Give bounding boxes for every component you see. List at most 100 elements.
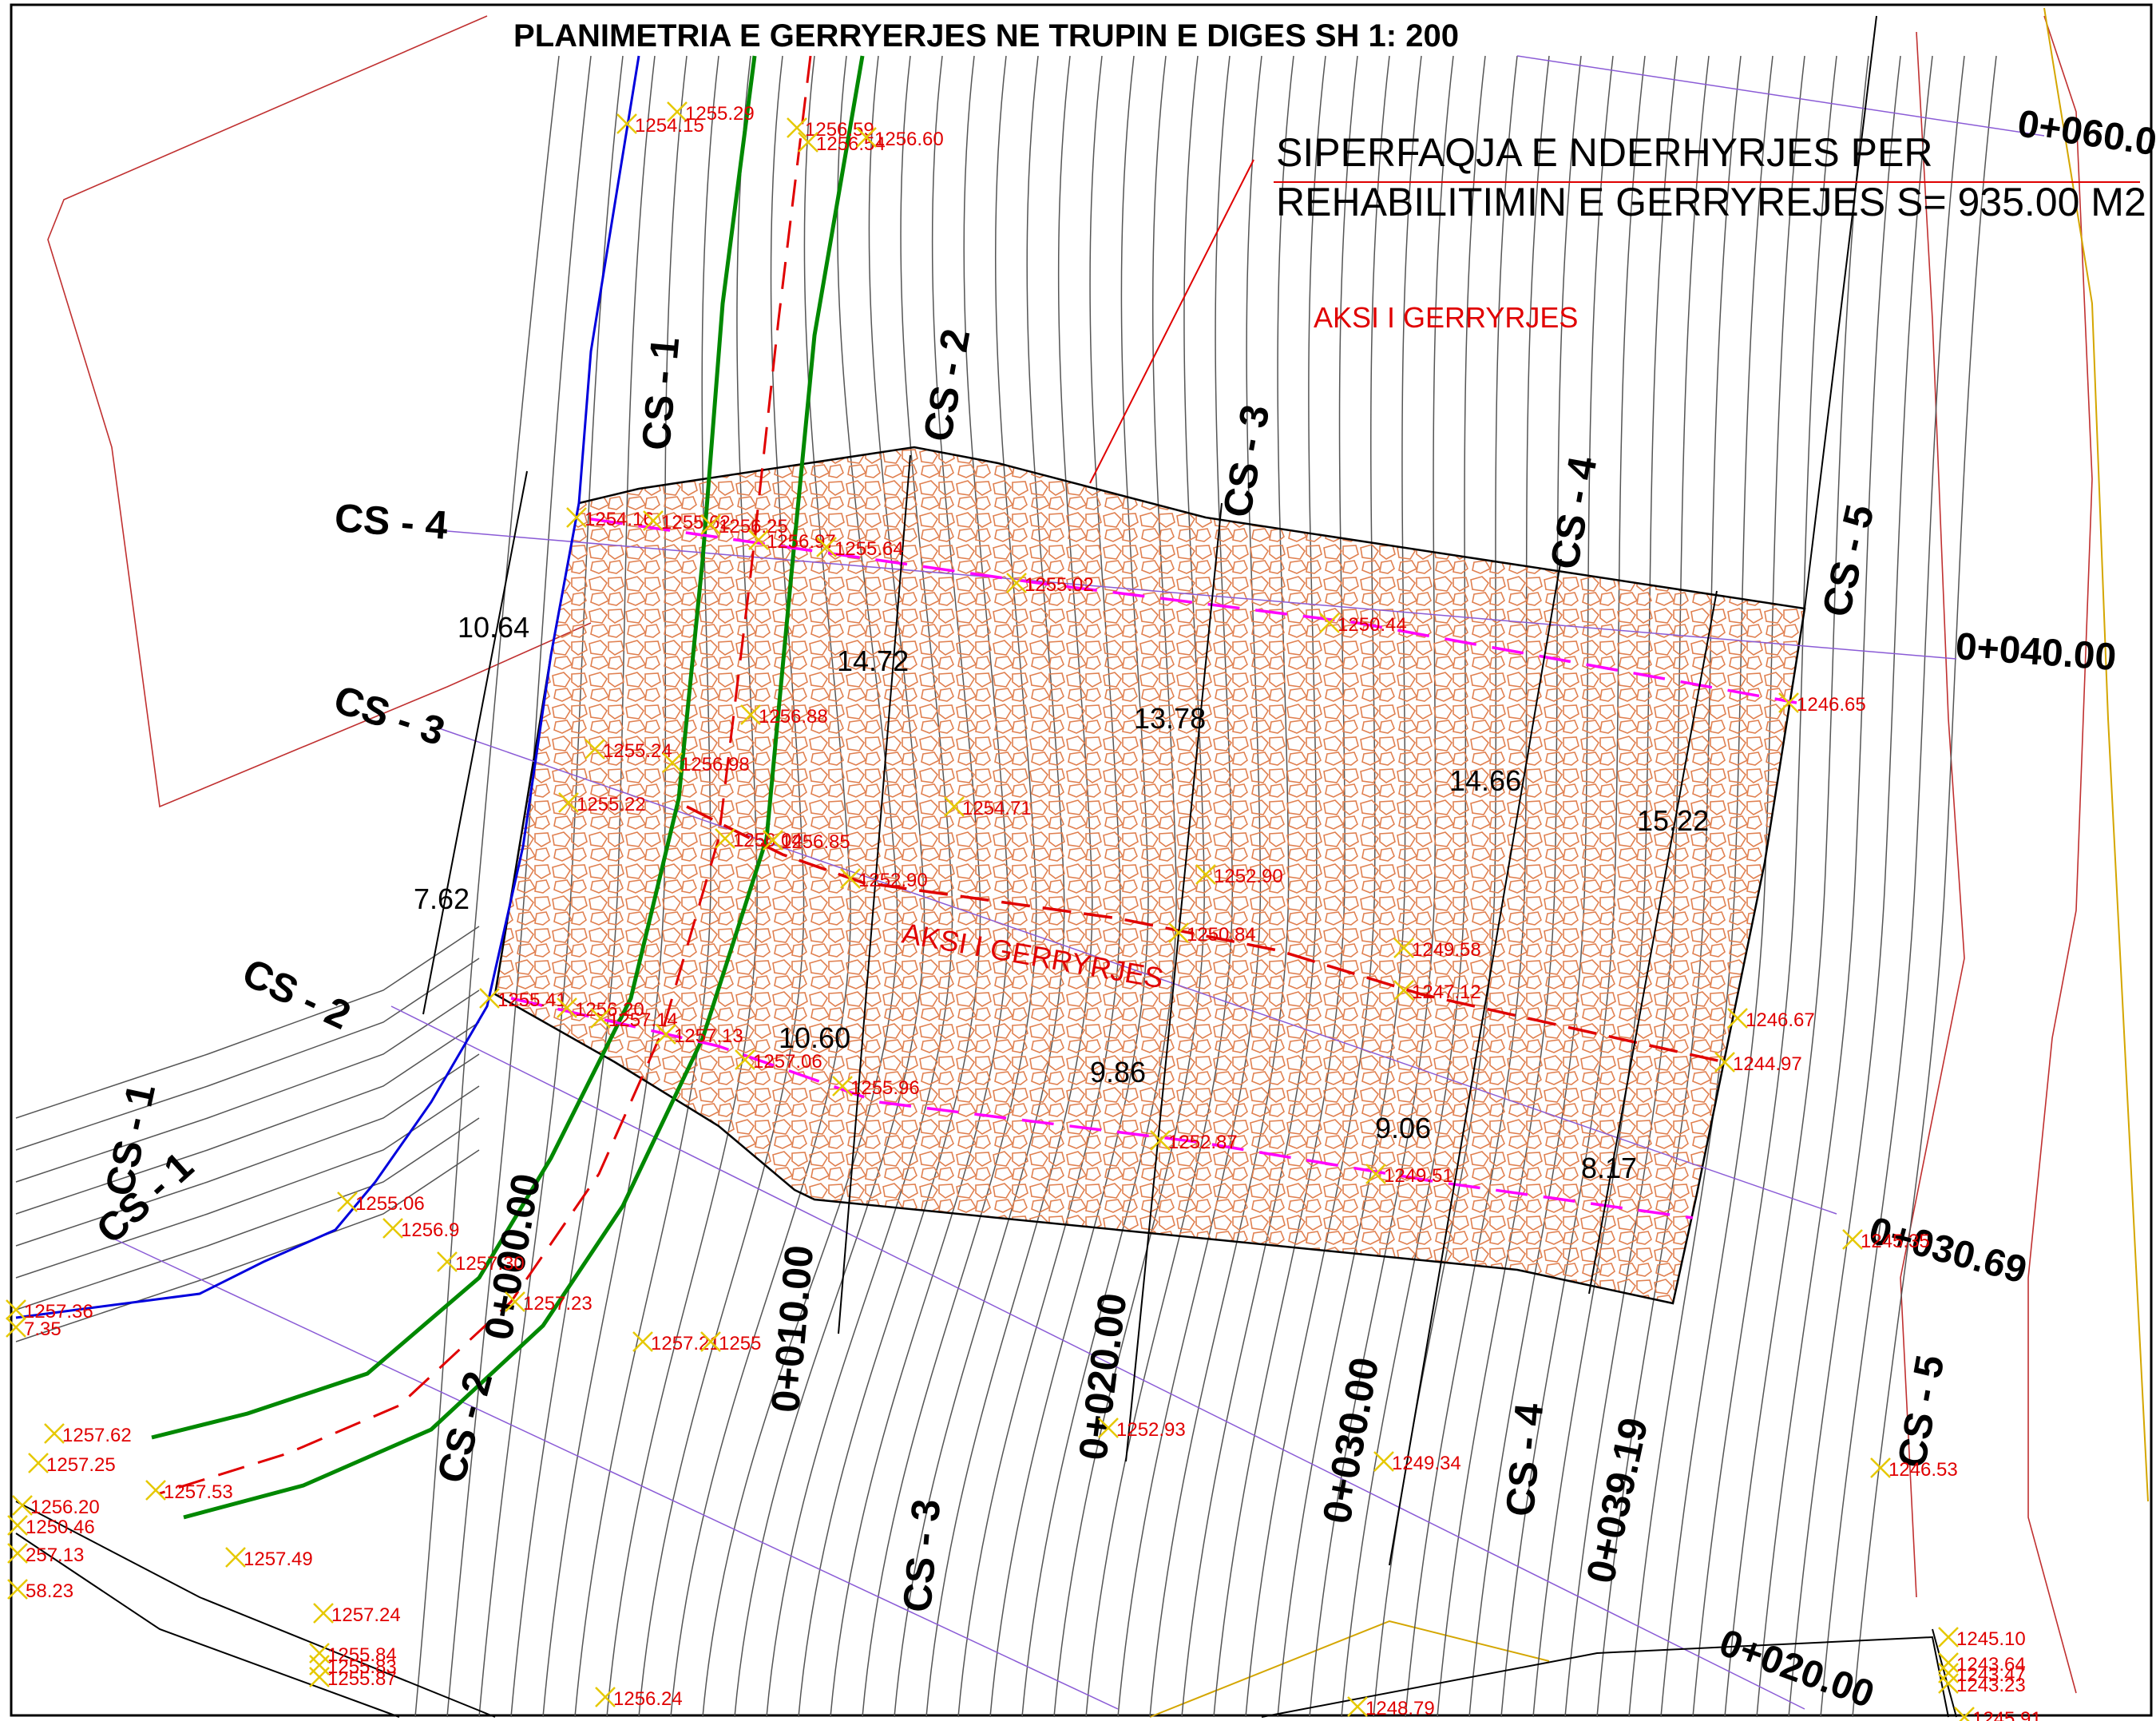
yellow-boundary xyxy=(1149,7,2149,1718)
elevation-label: 1255.83 xyxy=(327,1656,397,1678)
elevation-label: 257.13 xyxy=(26,1545,84,1566)
contour-line xyxy=(15,926,480,1119)
elevation-label: 1257.25 xyxy=(46,1454,116,1476)
elevation-label: 1257.30 xyxy=(455,1253,525,1275)
elevation-label: 1246.67 xyxy=(1746,1009,1815,1031)
section-label: CS - 5 xyxy=(1889,1352,1953,1471)
elevation-label: 1249.58 xyxy=(1412,939,1481,961)
elevation-cross-icon xyxy=(1319,613,1340,633)
elevation-cross-icon xyxy=(1393,980,1414,1001)
elevation-point: 1249.58 xyxy=(1393,938,1481,961)
width-annotation: 7.62 xyxy=(414,882,470,915)
elevation-point: 1257.25 xyxy=(28,1453,116,1476)
elevation-label: 1256.20 xyxy=(30,1497,100,1518)
elevation-cross-icon xyxy=(1938,1673,1959,1694)
elevation-cross-icon xyxy=(1778,692,1799,713)
elevation-cross-icon xyxy=(662,752,683,773)
width-annotation: 10.60 xyxy=(779,1021,850,1054)
elevation-point: 1256.85 xyxy=(763,830,850,853)
elevation-label: 1255.06 xyxy=(355,1193,425,1215)
elevation-cross-icon xyxy=(1842,1229,1863,1250)
elevation-cross-icon xyxy=(590,1008,611,1029)
elevation-cross-icon xyxy=(225,1547,246,1568)
elevation-label: 1250.44 xyxy=(1338,614,1407,636)
elevation-label: 1252.87 xyxy=(1168,1132,1238,1153)
elevation-label: 1255.22 xyxy=(577,794,646,815)
elevation-point: 1255.41 xyxy=(479,988,567,1011)
elevation-label: 1257.24 xyxy=(331,1604,401,1626)
elevation-label: 1245.35 xyxy=(1861,1231,1930,1252)
elevation-cross-icon xyxy=(1373,1451,1394,1472)
width-annotation: 15.22 xyxy=(1637,804,1709,837)
elevation-cross-icon xyxy=(763,830,783,851)
elevation-point: 1257.14 xyxy=(590,1008,678,1031)
elevation-label: 1255 xyxy=(719,1333,761,1354)
elevation-point: 1257.36 xyxy=(6,1299,93,1322)
elevation-cross-icon xyxy=(1195,864,1216,885)
elevation-cross-icon xyxy=(840,868,861,889)
elevation-label: 1256.04 xyxy=(733,830,803,851)
toe-lines-magenta xyxy=(510,517,1797,1219)
elevation-label: 1255.41 xyxy=(497,989,567,1011)
chainage-label: 0+030.00 xyxy=(1314,1354,1388,1526)
elevation-cross-icon xyxy=(7,1579,28,1600)
elevation-cross-icon xyxy=(557,997,577,1018)
elevation-point: 1250.84 xyxy=(1168,922,1256,946)
elevation-cross-icon xyxy=(595,1687,616,1707)
elevation-point: 1256.88 xyxy=(740,704,828,728)
contour-line xyxy=(1660,55,1805,1718)
elevation-point: 7.35 xyxy=(6,1317,61,1340)
elevation-cross-icon xyxy=(816,537,837,557)
elevation-cross-icon xyxy=(1006,573,1027,593)
elevation-cross-icon xyxy=(667,101,688,122)
elevation-cross-icon xyxy=(44,1423,65,1444)
elevation-point: 1250.46 xyxy=(7,1515,95,1538)
elevation-label: 1243.64 xyxy=(1956,1654,2026,1675)
elevation-point: 1254.71 xyxy=(944,796,1032,819)
elevation-point: 1246.65 xyxy=(1778,692,1866,716)
elevation-label: 1257.36 xyxy=(24,1301,93,1322)
elevation-cross-icon xyxy=(787,117,807,138)
elevation-point: 1257.30 xyxy=(437,1251,525,1275)
elevation-cross-icon xyxy=(832,1076,853,1096)
dam-edge-blue xyxy=(15,55,640,1319)
elevation-label: 1249.51 xyxy=(1384,1165,1453,1187)
elevation-point: 1255.96 xyxy=(832,1076,920,1099)
section-label: CS - 2 xyxy=(915,326,979,445)
elevation-point: 1249.34 xyxy=(1373,1451,1461,1474)
chainage-label: 0+010.00 xyxy=(763,1243,822,1414)
elevation-point: 1257.53 xyxy=(145,1480,233,1503)
chainage-label: 0+039.19 xyxy=(1578,1414,1656,1587)
elevation-point: 1255 xyxy=(700,1331,761,1354)
contour-line xyxy=(1756,55,1901,1718)
elevation-label: 1252.93 xyxy=(1116,1419,1186,1441)
elevation-cross-icon xyxy=(145,1480,166,1501)
elevation-point: 1255.29 xyxy=(667,101,755,125)
elevation-cross-icon xyxy=(1870,1457,1891,1478)
elevation-label: 1248.79 xyxy=(1365,1698,1435,1719)
elevation-point: 1249.51 xyxy=(1365,1164,1453,1187)
elevation-cross-icon xyxy=(12,1495,33,1516)
elevation-label: 1255.87 xyxy=(327,1668,397,1690)
contour-line xyxy=(1724,55,1869,1718)
elevation-label: 1252.90 xyxy=(858,870,928,891)
dam-edge-green xyxy=(151,55,865,1520)
elevation-cross-icon xyxy=(1727,1008,1748,1029)
elevation-cross-icon xyxy=(479,988,500,1009)
elevation-label: 1256.9 xyxy=(401,1219,459,1241)
elevation-point: 1252.87 xyxy=(1150,1130,1238,1153)
elevation-label: 1257.06 xyxy=(753,1051,822,1073)
elevation-point: 1255.06 xyxy=(337,1192,425,1215)
surface-note-line2: REHABILITIMIN E GERRYREJES S= 935.00 M2 xyxy=(1276,180,2146,224)
width-annotation: 14.66 xyxy=(1449,764,1521,797)
section-label: CS - 3 xyxy=(329,676,450,754)
elevation-cross-icon xyxy=(309,1655,330,1675)
contour-line xyxy=(1852,55,1997,1718)
elevation-label: 1255.64 xyxy=(834,538,904,560)
elevation-cross-icon xyxy=(715,828,735,849)
chainage-lines xyxy=(422,15,1877,1566)
elevation-point: 1257.06 xyxy=(735,1049,822,1073)
section-label: CS - 3 xyxy=(1215,402,1278,521)
elevation-point: 1254.16 xyxy=(566,507,654,530)
contour-line xyxy=(15,1021,480,1215)
